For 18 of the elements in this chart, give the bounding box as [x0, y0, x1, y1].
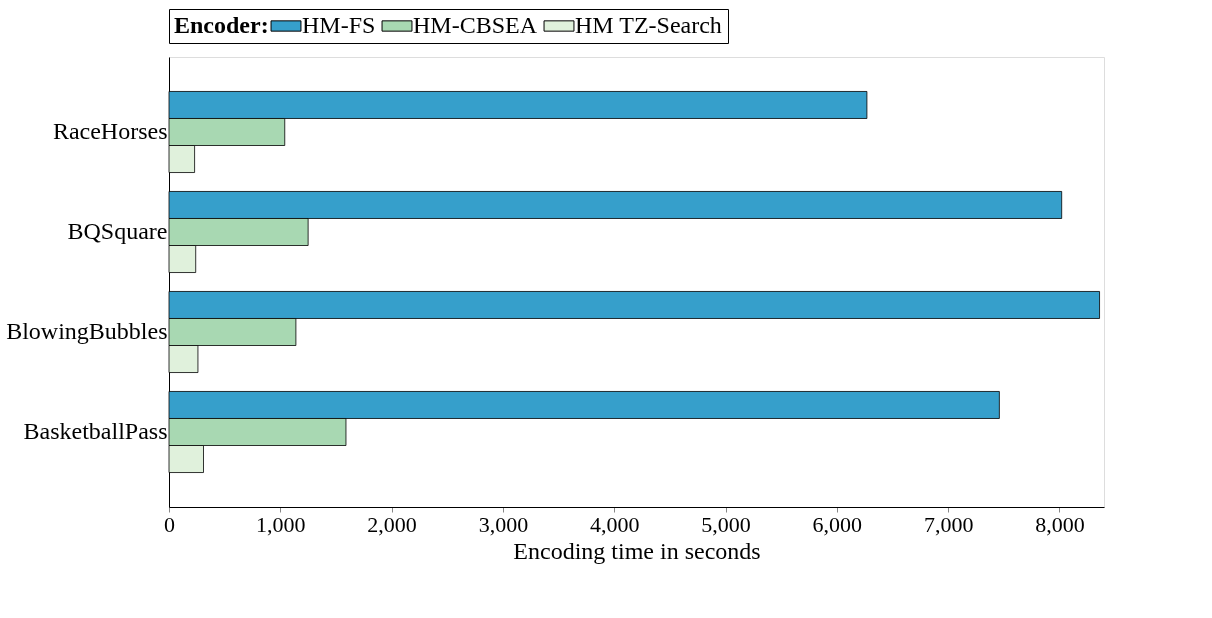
legend-label: HM-CBSEA — [413, 12, 538, 38]
x-axis-title: Encoding time in seconds — [513, 537, 761, 564]
legend-label: HM-FS — [302, 12, 376, 38]
x-tick-label: 4,000 — [589, 511, 640, 537]
x-tick-label: 8,000 — [1035, 511, 1085, 537]
x-tick-label: 1,000 — [256, 511, 306, 537]
legend-title: Encoder: — [174, 12, 269, 38]
x-tick-label: 6,000 — [812, 511, 863, 537]
y-tick-label: BasketballPass — [23, 418, 168, 444]
y-tick-label: RaceHorses — [52, 118, 168, 144]
x-tick-label: 0 — [164, 511, 175, 537]
y-tick-label: BQSquare — [67, 218, 168, 244]
y-tick-label: BlowingBubbles — [6, 318, 168, 344]
x-tick-label: 3,000 — [478, 511, 529, 537]
x-tick-label: 2,000 — [367, 511, 417, 537]
x-tick-label: 5,000 — [701, 511, 751, 537]
x-tick-label: 7,000 — [923, 511, 974, 537]
legend-label: HM TZ-Search — [575, 12, 722, 38]
